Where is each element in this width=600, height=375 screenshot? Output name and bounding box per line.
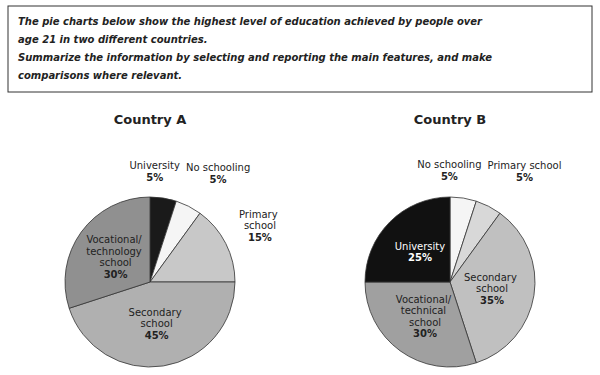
slice-category: University: [395, 241, 446, 252]
slice-category: Primary school: [488, 160, 562, 171]
slice-value: 45%: [145, 330, 169, 341]
slice-label: University25%: [395, 241, 446, 264]
slice-category: No schooling: [417, 159, 481, 170]
slice-category-line: Primary: [239, 209, 281, 220]
slice-label: Vocational/ technical school30%: [396, 294, 454, 340]
text-box-line: Summarize the information by selecting a…: [18, 52, 492, 63]
slice-category-line: University: [395, 241, 446, 252]
text-box-line: age 21 in two different countries.: [18, 34, 207, 45]
slice-value: 30%: [413, 328, 437, 339]
slice-category-line: school: [409, 317, 441, 328]
slice-category: Vocational/ technical school: [396, 294, 454, 328]
slice-value: 5%: [210, 174, 227, 185]
slice-value: 35%: [480, 295, 504, 306]
slice-labels: University5%No schooling5%Primary school…: [86, 160, 281, 341]
slice-category-line: school: [244, 220, 276, 231]
slice-labels: No schooling5%Primary school5%Secondary …: [395, 159, 562, 339]
slice-category-line: technology: [86, 246, 145, 257]
slice-category: University: [129, 160, 180, 171]
slice-value: 5%: [516, 172, 533, 183]
slice-value: 15%: [248, 232, 272, 243]
slice-category-line: school: [476, 283, 508, 294]
slice-category-line: Secondary: [464, 272, 520, 283]
slice-value: 25%: [408, 252, 432, 263]
slice-label: Secondary school45%: [129, 307, 185, 341]
slice-category-line: technical: [401, 305, 450, 316]
slice-category: Secondary school: [129, 307, 185, 330]
slice-category-line: No schooling: [186, 162, 250, 173]
slice-value: 5%: [441, 171, 458, 182]
slice-value: 30%: [104, 269, 128, 280]
text-box-line: The pie charts below show the highest le…: [18, 16, 483, 27]
pie-slice: [365, 282, 476, 367]
text-box-line: comparisons where relevant.: [18, 70, 182, 81]
pie: University5%No schooling5%Primary school…: [65, 160, 281, 367]
pie-slice: [65, 197, 150, 308]
chart-title: Country A: [114, 112, 187, 127]
slice-category: Secondary school: [464, 272, 520, 295]
slice-category-line: No schooling: [417, 159, 481, 170]
slice-label: Vocational/ technology school30%: [86, 234, 145, 280]
slice-label: University5%: [129, 160, 180, 183]
text-box: The pie charts below show the highest le…: [8, 6, 592, 92]
pie-slices: [65, 197, 235, 367]
pie-slices: [365, 197, 535, 367]
slice-category: No schooling: [186, 162, 250, 173]
slice-category-line: Secondary: [129, 307, 185, 318]
pie-slice: [150, 213, 235, 282]
slice-category-line: school: [141, 318, 173, 329]
pie: No schooling5%Primary school5%Secondary …: [365, 159, 561, 367]
slice-category-line: University: [129, 160, 180, 171]
text-box-border: [8, 6, 592, 92]
slice-label: Primary school15%: [239, 209, 281, 243]
slice-category: Primary school: [239, 209, 281, 232]
slice-category: Vocational/ technology school: [86, 234, 145, 268]
slice-label: Secondary school35%: [464, 272, 520, 306]
slice-category-line: Primary school: [488, 160, 562, 171]
slice-category-line: Vocational/: [396, 294, 454, 305]
chart-canvas: The pie charts below show the highest le…: [0, 0, 600, 375]
slice-category-line: Vocational/: [86, 234, 144, 245]
slice-label: Primary school5%: [488, 160, 562, 183]
pie-slice: [365, 197, 450, 282]
slice-label: No schooling5%: [417, 159, 481, 182]
slice-label: No schooling5%: [186, 162, 250, 185]
slice-value: 5%: [146, 172, 163, 183]
slice-category-line: school: [100, 257, 132, 268]
chart-title: Country B: [414, 112, 487, 127]
